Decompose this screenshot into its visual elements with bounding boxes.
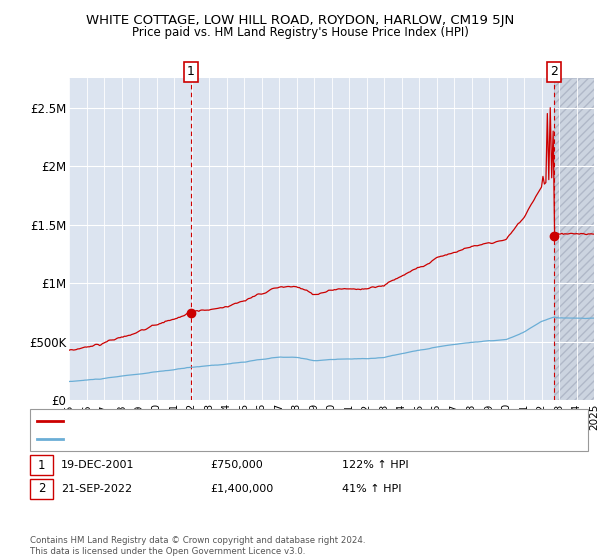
Text: £1,400,000: £1,400,000 — [210, 484, 273, 494]
Text: 19-DEC-2001: 19-DEC-2001 — [61, 460, 134, 470]
Text: 41% ↑ HPI: 41% ↑ HPI — [342, 484, 401, 494]
Bar — [554, 78, 594, 400]
Text: £750,000: £750,000 — [210, 460, 263, 470]
Text: WHITE COTTAGE, LOW HILL ROAD, ROYDON, HARLOW, CM19 5JN (detached house): WHITE COTTAGE, LOW HILL ROAD, ROYDON, HA… — [67, 417, 480, 426]
Text: 2: 2 — [38, 482, 45, 496]
Text: WHITE COTTAGE, LOW HILL ROAD, ROYDON, HARLOW, CM19 5JN: WHITE COTTAGE, LOW HILL ROAD, ROYDON, HA… — [86, 14, 514, 27]
Text: HPI: Average price, detached house, Epping Forest: HPI: Average price, detached house, Eppi… — [67, 434, 320, 444]
Text: 122% ↑ HPI: 122% ↑ HPI — [342, 460, 409, 470]
Text: 1: 1 — [38, 459, 45, 472]
Text: 2: 2 — [550, 66, 558, 78]
Text: Contains HM Land Registry data © Crown copyright and database right 2024.
This d: Contains HM Land Registry data © Crown c… — [30, 536, 365, 556]
Text: 1: 1 — [187, 66, 195, 78]
Text: Price paid vs. HM Land Registry's House Price Index (HPI): Price paid vs. HM Land Registry's House … — [131, 26, 469, 39]
Text: 21-SEP-2022: 21-SEP-2022 — [61, 484, 133, 494]
